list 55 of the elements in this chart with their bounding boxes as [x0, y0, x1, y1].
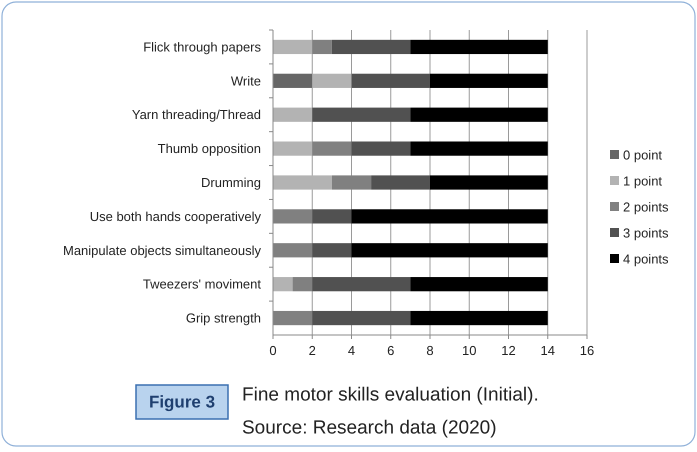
y-tick-label: Tweezers' moviment	[142, 276, 262, 292]
bar	[352, 209, 548, 224]
y-tick-label: Thumb opposition	[158, 141, 261, 156]
x-tick-label: 2	[308, 343, 316, 358]
x-tick-label: 14	[540, 343, 555, 358]
bar	[352, 74, 430, 88]
y-tick-label: Drumming	[201, 175, 261, 190]
bar	[332, 40, 410, 54]
x-tick-label: 8	[426, 343, 434, 358]
x-tick-label: 0	[269, 343, 277, 358]
y-tick-label: Flick through papers	[143, 39, 262, 54]
legend-label: 4 points	[623, 252, 670, 266]
x-tick-label: 4	[348, 343, 356, 358]
x-tick-label: 6	[387, 343, 394, 358]
bar	[312, 209, 352, 224]
bar	[273, 74, 312, 88]
bar	[430, 175, 548, 190]
bar	[292, 277, 312, 292]
text: Fine motor skills evaluation (Initial).	[242, 384, 539, 406]
legend-label: 2 points	[623, 200, 670, 214]
bar	[273, 141, 312, 156]
bar	[352, 141, 410, 156]
bar	[312, 277, 410, 292]
bar	[312, 108, 410, 122]
bar	[312, 310, 410, 326]
bar	[312, 243, 352, 258]
caption: Figure 3	[148, 392, 216, 412]
bar	[312, 74, 352, 88]
source-note: Source: Research data (2020)	[242, 418, 497, 438]
bar	[410, 40, 548, 54]
legend-label: 1 point	[623, 174, 662, 188]
legend-label: 0 point	[623, 148, 662, 162]
bar	[410, 277, 548, 292]
y-tick-label: Manipulate objects simultaneously	[63, 242, 262, 258]
bar	[312, 141, 352, 156]
bar	[273, 40, 312, 54]
bar	[410, 141, 548, 156]
y-tick-label: Grip strength	[186, 310, 261, 326]
legend-label: 3 points	[623, 226, 670, 240]
y-tick-label: Use both hands cooperatively	[90, 208, 262, 224]
bar	[410, 108, 548, 122]
bar	[430, 74, 548, 88]
bar	[273, 277, 293, 292]
y-tick-label: Yarn threading/Thread	[132, 107, 261, 122]
bar	[312, 40, 332, 54]
bar	[352, 243, 548, 258]
bar	[371, 175, 430, 190]
x-tick-label: 16	[580, 343, 594, 358]
bar	[332, 175, 372, 190]
x-tick-label: 10	[462, 343, 476, 358]
bar	[410, 310, 548, 326]
y-tick-label: Write	[230, 73, 261, 88]
x-tick-label: 12	[501, 343, 516, 358]
bar	[273, 108, 312, 122]
bar	[273, 175, 332, 190]
